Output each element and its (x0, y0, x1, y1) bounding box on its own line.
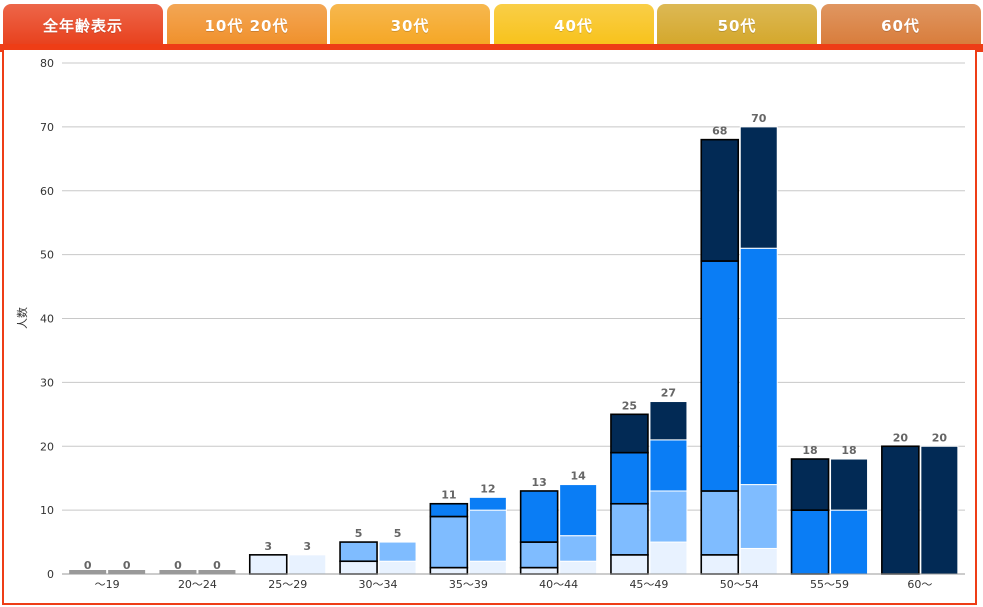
bar-segment (700, 490, 740, 556)
data-label: 13 (531, 476, 546, 489)
x-tick-label: 50〜54 (720, 578, 759, 591)
bar-segment (559, 484, 598, 537)
bar-segment (378, 560, 417, 575)
y-tick-label: 10 (40, 504, 54, 517)
bar-segment (378, 541, 417, 562)
bar-segment (519, 541, 559, 569)
bar-segment (790, 509, 830, 575)
data-label: 0 (174, 559, 182, 572)
bar-segment (559, 535, 598, 562)
data-label: 20 (932, 431, 948, 444)
bar-segment (429, 515, 469, 569)
data-label: 0 (123, 559, 131, 572)
bar-segment (519, 566, 559, 575)
y-tick-label: 40 (40, 313, 54, 326)
data-label: 27 (661, 387, 676, 400)
tab-sixties[interactable]: 60代 (820, 4, 981, 46)
x-tick-label: 45〜49 (629, 578, 668, 591)
data-label: 14 (570, 470, 586, 483)
x-tick-label: 40〜44 (539, 578, 578, 591)
tab-fifties[interactable]: 50代 (657, 4, 817, 46)
bar-segment (790, 458, 830, 511)
bar-segment (519, 490, 559, 543)
data-label: 20 (893, 431, 909, 444)
bar-segment (739, 547, 778, 575)
bar-segment (830, 509, 869, 575)
x-tick-label: 〜19 (95, 578, 120, 591)
bar-segment (610, 451, 649, 505)
tab-bar: 全年齢表示 10代 20代 30代 40代 50代 60代 (0, 0, 983, 46)
y-tick-label: 50 (40, 249, 54, 262)
bar-segment (739, 126, 778, 249)
bar-segment (700, 554, 740, 575)
data-label: 25 (622, 399, 637, 412)
zero-bar (69, 570, 107, 574)
x-tick-label: 25〜29 (268, 578, 307, 591)
bar-segment (610, 413, 649, 454)
tab-thirties[interactable]: 30代 (330, 4, 490, 46)
bar-segment (649, 439, 688, 492)
bar-segment (649, 490, 688, 543)
data-label: 0 (84, 559, 92, 572)
x-tick-label: 20〜24 (178, 578, 217, 591)
bar-segment (830, 458, 869, 511)
bar-segment (649, 401, 688, 441)
tab-forties[interactable]: 40代 (493, 4, 654, 46)
bar-segment (920, 445, 959, 575)
bar-segment (339, 560, 378, 575)
bar-segment (468, 509, 507, 562)
bar-segment (739, 247, 778, 486)
data-label: 3 (303, 540, 311, 553)
tab-underline-bar (0, 44, 983, 52)
bar-segment (248, 554, 288, 575)
data-label: 18 (802, 444, 817, 457)
bar-segment (610, 502, 649, 556)
data-label: 70 (751, 112, 767, 125)
tab-all-ages[interactable]: 全年齢表示 (3, 4, 163, 46)
x-tick-label: 30〜34 (359, 578, 398, 591)
bar-segment (288, 554, 327, 575)
y-tick-label: 0 (47, 568, 54, 581)
y-axis-label: 人数 (16, 307, 29, 329)
bar-segment (739, 484, 778, 549)
bar-segment (559, 560, 598, 575)
x-tick-label: 60〜 (907, 578, 932, 591)
data-label: 68 (712, 125, 727, 138)
data-label: 12 (480, 482, 495, 495)
data-label: 5 (355, 527, 363, 540)
zero-bar (198, 570, 236, 574)
tab-teens-twenties[interactable]: 10代 20代 (166, 4, 327, 46)
y-tick-label: 60 (40, 185, 54, 198)
y-tick-label: 30 (40, 376, 54, 389)
y-tick-label: 20 (40, 440, 54, 453)
bar-segment (610, 554, 649, 575)
zero-bar (159, 570, 197, 574)
bar-segment (700, 138, 740, 262)
zero-bar (108, 570, 146, 574)
data-label: 3 (264, 540, 272, 553)
x-tick-label: 55〜59 (810, 578, 849, 591)
bar-segment (649, 541, 688, 575)
data-label: 11 (441, 489, 456, 502)
bar-segment (429, 502, 469, 518)
bar-segment (429, 566, 469, 575)
data-label: 5 (394, 527, 402, 540)
data-label: 18 (841, 444, 856, 457)
y-tick-label: 70 (40, 121, 54, 134)
bar-segment (468, 496, 507, 511)
bar-segment (339, 541, 378, 563)
data-label: 0 (213, 559, 221, 572)
bar-segment (881, 445, 920, 575)
x-tick-label: 35〜39 (449, 578, 488, 591)
bar-segment (700, 260, 740, 492)
bar-segment (468, 560, 507, 575)
y-tick-label: 80 (40, 57, 54, 70)
